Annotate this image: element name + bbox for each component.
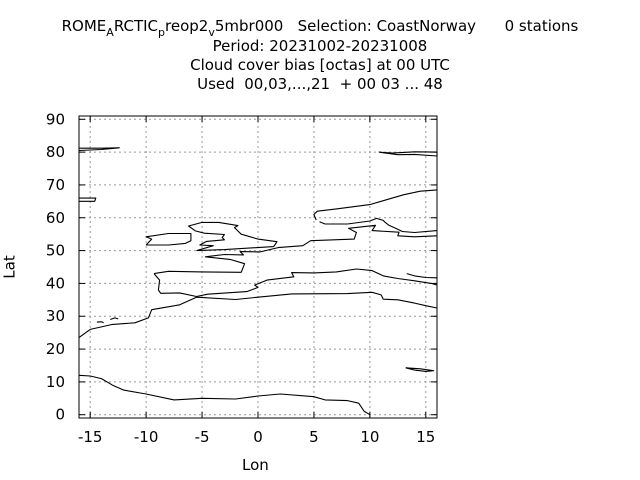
coastline xyxy=(78,147,120,152)
coastline xyxy=(153,268,438,298)
coastline xyxy=(78,291,438,339)
y-tick-label: 0 xyxy=(55,406,65,424)
title-subscript-3: v xyxy=(208,26,215,39)
title-subscript-2: p xyxy=(158,26,166,39)
chart-title-line-2: Period: 20231002-20231008 xyxy=(212,37,428,55)
x-tick-label: -15 xyxy=(78,428,103,446)
x-axis-label: Lon xyxy=(242,456,269,474)
x-tick-label: 15 xyxy=(416,428,435,446)
y-tick-label: 50 xyxy=(46,242,65,260)
title-part-3: reop2 xyxy=(165,17,209,35)
x-tick-label: 0 xyxy=(253,428,263,446)
title-part-1: ROME xyxy=(61,17,107,35)
x-tick-label: -5 xyxy=(195,428,210,446)
coastline xyxy=(153,224,438,275)
y-tick-label: 20 xyxy=(46,340,65,358)
y-tick-label: 40 xyxy=(46,274,65,292)
title-part-4: 5mbr000 Selection: CoastNorway 0 station… xyxy=(214,17,579,35)
y-tick-label: 10 xyxy=(46,373,65,391)
y-tick-label: 60 xyxy=(46,209,65,227)
coastline xyxy=(313,189,438,221)
x-tick-label: 5 xyxy=(309,428,319,446)
y-tick-label: 70 xyxy=(46,176,65,194)
grid-lines xyxy=(79,116,437,418)
coastline xyxy=(78,374,371,416)
title-subscript-1: A xyxy=(106,26,114,39)
coastline xyxy=(145,232,192,246)
coastline xyxy=(110,317,119,321)
axis-ticks: -15 -10 -5 0 5 10 15 0 10 20 30 40 50 60 70 80 90 xyxy=(46,110,437,446)
y-tick-label: 30 xyxy=(46,307,65,325)
chart-title-line-3: Cloud cover bias [octas] at 00 UTC xyxy=(190,56,450,74)
title-part-2: RCTIC xyxy=(113,17,159,35)
coastline xyxy=(405,367,435,372)
chart-title-line-1: ROMEARCTICpreop2v5mbr000 Selection: Coas… xyxy=(0,17,640,39)
coastline xyxy=(406,273,438,279)
y-tick-label: 90 xyxy=(46,110,65,128)
coastline xyxy=(188,221,278,252)
coastline xyxy=(96,321,104,324)
chart-title-line-4: Used 00,03,...,21 + 00 03 ... 48 xyxy=(197,75,443,93)
coastline xyxy=(319,217,438,234)
y-tick-label: 80 xyxy=(46,143,65,161)
coastline xyxy=(378,151,438,157)
coastline xyxy=(79,197,97,202)
x-tick-label: -10 xyxy=(134,428,159,446)
coastlines xyxy=(78,147,438,416)
x-tick-label: 10 xyxy=(360,428,379,446)
